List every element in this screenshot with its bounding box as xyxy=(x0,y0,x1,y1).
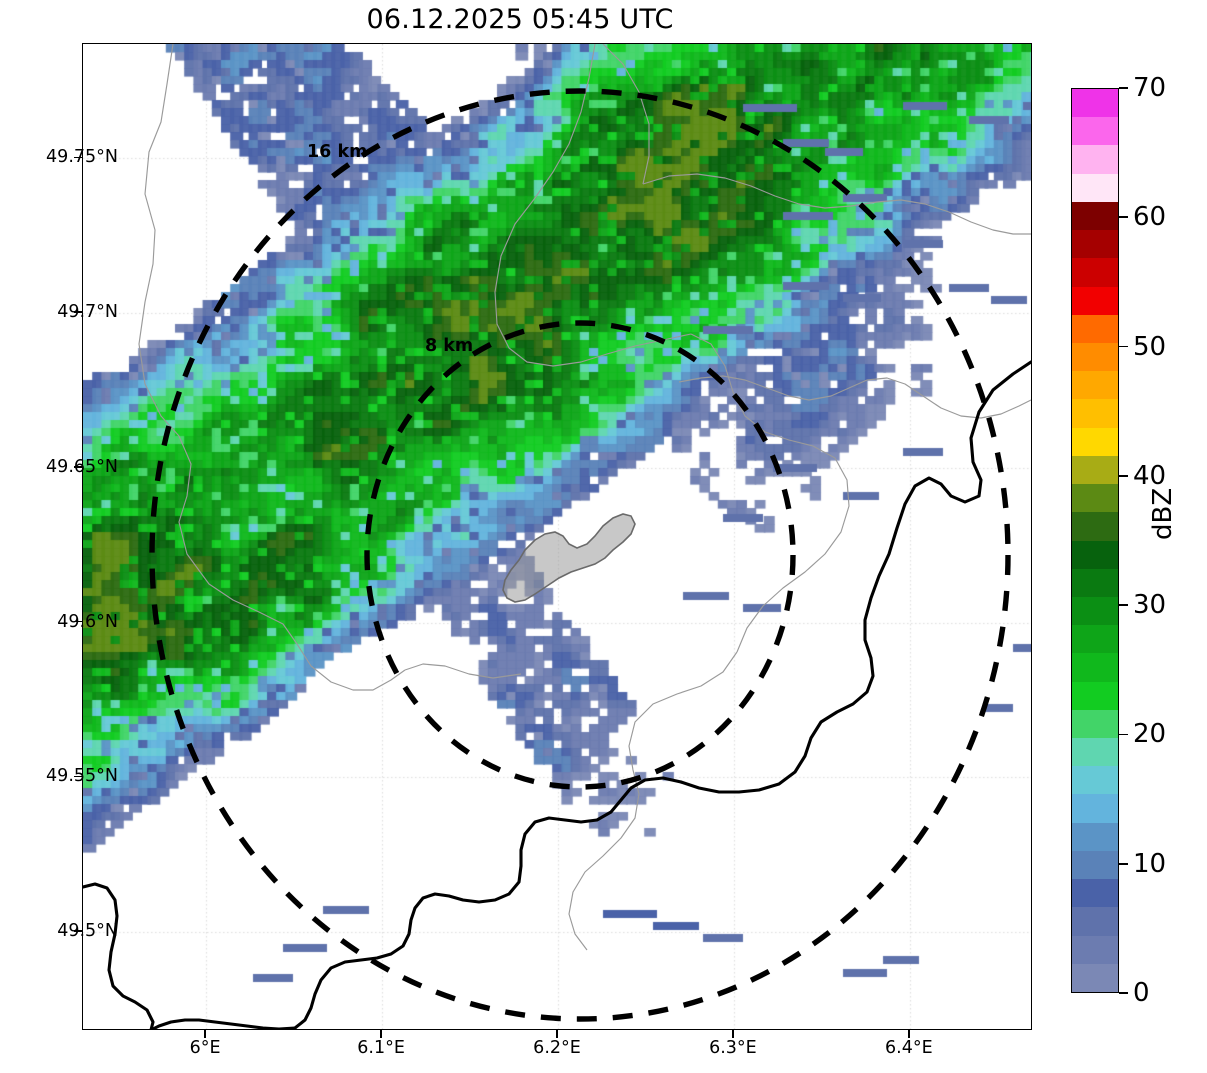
colorbar-tick-mark xyxy=(1119,733,1128,736)
colorbar-band xyxy=(1072,935,1118,964)
y-tick-label: 49.55°N xyxy=(46,766,118,787)
colorbar-band xyxy=(1072,314,1118,343)
x-tick-mark xyxy=(908,1030,910,1038)
colorbar-tick-mark xyxy=(1119,87,1128,89)
x-tick-label: 6.2°E xyxy=(533,1038,581,1058)
colorbar-band xyxy=(1072,963,1118,992)
colorbar-tick-label: 20 xyxy=(1133,719,1167,750)
colorbar-tick-label: 50 xyxy=(1133,331,1167,362)
colorbar-band xyxy=(1072,145,1118,174)
colorbar-band xyxy=(1072,173,1118,202)
colorbar-band xyxy=(1072,568,1118,597)
y-tick-mark xyxy=(74,620,82,623)
colorbar-band xyxy=(1072,286,1118,315)
colorbar-tick-label: 30 xyxy=(1133,590,1167,621)
colorbar-band xyxy=(1072,596,1118,626)
y-tick-mark xyxy=(74,311,82,313)
plot-frame: 16 km 8 km xyxy=(82,43,1032,1030)
colorbar-tick-mark xyxy=(1119,604,1128,606)
colorbar-band xyxy=(1072,822,1118,851)
colorbar-band xyxy=(1072,681,1118,710)
colorbar-band xyxy=(1072,371,1118,400)
y-tick-mark xyxy=(74,930,82,932)
page-title: 06.12.2025 05:45 UTC xyxy=(366,4,674,35)
colorbar-band xyxy=(1072,455,1118,485)
colorbar-bands xyxy=(1071,88,1119,993)
colorbar: 0 10 20 30 40 50 60 70 xyxy=(1071,73,1166,1008)
x-tick-mark xyxy=(380,1030,382,1038)
colorbar-band xyxy=(1072,427,1118,456)
x-tick-label: 6.1°E xyxy=(357,1038,405,1058)
y-tick-mark xyxy=(74,156,82,159)
colorbar-tick-label: 70 xyxy=(1133,73,1167,103)
colorbar-title: dBZ xyxy=(1148,487,1178,540)
colorbar-band xyxy=(1072,117,1118,146)
colorbar-tick-label: 40 xyxy=(1133,460,1167,491)
colorbar-band xyxy=(1072,230,1118,259)
y-tick-label: 49.5°N xyxy=(57,920,118,941)
colorbar-band xyxy=(1072,907,1118,936)
x-tick-label: 6.3°E xyxy=(709,1038,757,1058)
x-tick-label: 6°E xyxy=(189,1038,221,1058)
radar-plot: 16 km 8 km xyxy=(82,43,1032,1030)
colorbar-band xyxy=(1072,342,1118,372)
colorbar-tick-mark xyxy=(1119,862,1128,865)
y-tick-label: 49.65°N xyxy=(46,456,118,477)
colorbar-band xyxy=(1072,484,1118,513)
colorbar-band xyxy=(1072,766,1118,795)
colorbar-tick-label: 60 xyxy=(1133,202,1167,233)
colorbar-tick-mark xyxy=(1119,992,1128,994)
y-tick-mark xyxy=(74,775,82,777)
x-tick-label: 6.4°E xyxy=(885,1038,933,1058)
colorbar-band xyxy=(1072,399,1118,428)
colorbar-tick-label: 10 xyxy=(1133,848,1167,879)
colorbar-band xyxy=(1072,738,1118,767)
colorbar-tick-label: 0 xyxy=(1133,978,1150,1008)
radar-reflectivity-canvas xyxy=(83,44,1031,1029)
colorbar-band xyxy=(1072,625,1118,654)
colorbar-tick-mark xyxy=(1119,475,1128,477)
colorbar-band xyxy=(1072,850,1118,880)
colorbar-band xyxy=(1072,89,1118,118)
colorbar-band xyxy=(1072,258,1118,287)
x-tick-mark xyxy=(732,1030,734,1038)
y-tick-mark xyxy=(74,466,82,468)
colorbar-band xyxy=(1072,879,1118,908)
colorbar-band xyxy=(1072,201,1118,231)
x-tick-mark xyxy=(204,1030,206,1038)
x-tick-mark xyxy=(556,1030,558,1038)
y-tick-label: 49.6°N xyxy=(57,611,118,632)
colorbar-tick-mark xyxy=(1119,345,1128,348)
colorbar-band xyxy=(1072,794,1118,823)
colorbar-band xyxy=(1072,653,1118,682)
colorbar-band xyxy=(1072,709,1118,739)
y-tick-label: 49.7°N xyxy=(57,302,118,323)
y-tick-label: 49.75°N xyxy=(46,147,118,168)
colorbar-tick-mark xyxy=(1119,216,1128,219)
range-ring-8km-label: 8 km xyxy=(425,336,474,356)
colorbar-band xyxy=(1072,540,1118,569)
colorbar-band xyxy=(1072,512,1118,541)
range-ring-16km-label: 16 km xyxy=(307,142,368,162)
